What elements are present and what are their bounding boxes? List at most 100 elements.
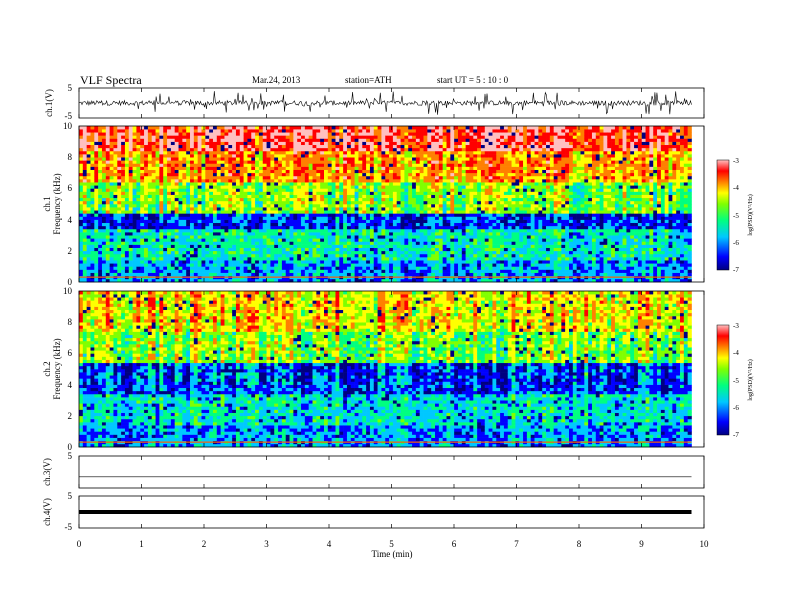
spectrogram-cell <box>358 154 363 158</box>
spectrogram-cell <box>178 126 183 130</box>
spectrogram-cell <box>247 244 252 248</box>
spectrogram-cell <box>201 126 206 130</box>
spectrogram-cell <box>170 250 176 255</box>
spectrogram-cell <box>285 260 290 264</box>
spectrogram-cell <box>362 260 367 264</box>
spectrogram-cell <box>431 160 436 164</box>
spectrogram-cell <box>228 179 233 183</box>
spectrogram-cell <box>159 244 164 248</box>
spectrogram-cell <box>450 172 455 177</box>
spectrogram-cell <box>396 219 401 224</box>
spectrogram-cell <box>450 216 455 220</box>
spectrogram-cell <box>79 182 84 186</box>
spectrogram-cell <box>412 200 417 205</box>
spectrogram-cell <box>82 150 87 155</box>
spectrogram-cell <box>354 225 359 230</box>
spectrogram-cell <box>297 266 302 270</box>
spectrogram-cell <box>274 207 279 211</box>
spectrogram-cell <box>343 219 348 224</box>
spectrogram-cell <box>212 175 218 180</box>
spectrogram-cell <box>369 207 375 211</box>
spectrogram-cell <box>235 210 241 214</box>
spectrogram-cell <box>163 247 168 252</box>
spectrogram-cell <box>369 238 375 242</box>
spectrogram-cell <box>316 169 321 174</box>
spectrogram-cell <box>435 216 440 220</box>
spectrogram-cell <box>182 241 187 245</box>
spectrogram-cell <box>132 138 137 142</box>
spectrogram-cell <box>220 238 225 242</box>
spectrogram-cell <box>366 129 371 133</box>
spectrogram-cell <box>312 175 317 180</box>
spectrogram-cell <box>446 250 451 255</box>
spectrogram-cell <box>327 253 332 258</box>
spectrogram-cell <box>381 197 386 202</box>
spectrogram-cell <box>193 135 198 139</box>
spectrogram-cell <box>308 179 313 183</box>
spectrogram-cell <box>293 260 298 264</box>
spectrogram-cell <box>228 166 233 170</box>
spectrogram-cell <box>304 191 309 195</box>
spectrogram-cell <box>201 200 206 205</box>
spectrogram-cell <box>205 269 210 273</box>
spectrogram-cell <box>369 253 375 258</box>
spectrogram-cell <box>373 126 378 130</box>
spectrogram-cell <box>144 260 149 264</box>
spectrogram-cell <box>212 247 218 252</box>
spectrogram-cell <box>109 278 114 283</box>
spectrogram-cell <box>262 157 267 161</box>
spectrogram-cell <box>289 278 294 283</box>
spectrogram-cell <box>266 154 271 158</box>
spectrogram-cell <box>205 216 210 220</box>
spectrogram-cell <box>147 232 153 236</box>
spectrogram-cell <box>105 126 110 130</box>
spectrogram-cell <box>358 169 363 174</box>
spectrogram-cell <box>212 244 218 248</box>
spectrogram-cell <box>392 244 398 248</box>
spectrogram-cell <box>431 157 436 161</box>
spectrogram-cell <box>251 272 256 277</box>
start-time-label: start UT = 5 : 10 : 0 <box>437 75 509 85</box>
spectrogram-cell <box>258 138 264 142</box>
spectrogram-cell <box>117 207 122 211</box>
spectrogram-cell <box>423 278 428 283</box>
spectrogram-cell <box>247 257 252 261</box>
spectrogram-cell <box>308 135 313 139</box>
spectrogram-cell <box>167 216 172 220</box>
spectrogram-cell <box>228 263 233 267</box>
spectrogram-cell <box>220 204 225 208</box>
spectrogram-cell <box>396 207 401 211</box>
spectrogram-cell <box>293 141 298 146</box>
spectrogram-cell <box>301 175 306 180</box>
spectrogram-cell <box>343 272 348 277</box>
spectrogram-cell <box>415 204 421 208</box>
spectrogram-cell <box>90 247 95 252</box>
spectrogram-cell <box>423 135 428 139</box>
spectrogram-cell <box>132 232 137 236</box>
spectrogram-cell <box>147 179 153 183</box>
spectrogram-cell <box>389 257 394 261</box>
spectrogram-cell <box>362 144 367 149</box>
spectrogram-cell <box>335 235 340 239</box>
spectrogram-cell <box>423 247 428 252</box>
spectrogram-cell <box>212 179 218 183</box>
spectrogram-cell <box>400 278 405 283</box>
spectrogram-cell <box>262 253 267 258</box>
spectrogram-cell <box>423 138 428 142</box>
spectrogram-cell <box>136 260 141 264</box>
spectrogram-cell <box>278 235 283 239</box>
spectrogram-cell <box>278 182 283 186</box>
spectrogram-cell <box>178 225 183 230</box>
spectrogram-cell <box>232 204 237 208</box>
spectrogram-cell <box>220 207 225 211</box>
spectrogram-cell <box>285 188 290 192</box>
spectrogram-cell <box>446 257 451 261</box>
spectrogram-cell <box>147 210 153 214</box>
spectrogram-cell <box>266 150 271 155</box>
spectrogram-cell <box>362 135 367 139</box>
spectrogram-cell <box>159 266 164 270</box>
spectrogram-cell <box>121 191 126 195</box>
spectrogram-cell <box>220 272 225 277</box>
spectrogram-cell <box>178 154 183 158</box>
spectrogram-cell <box>216 232 221 236</box>
